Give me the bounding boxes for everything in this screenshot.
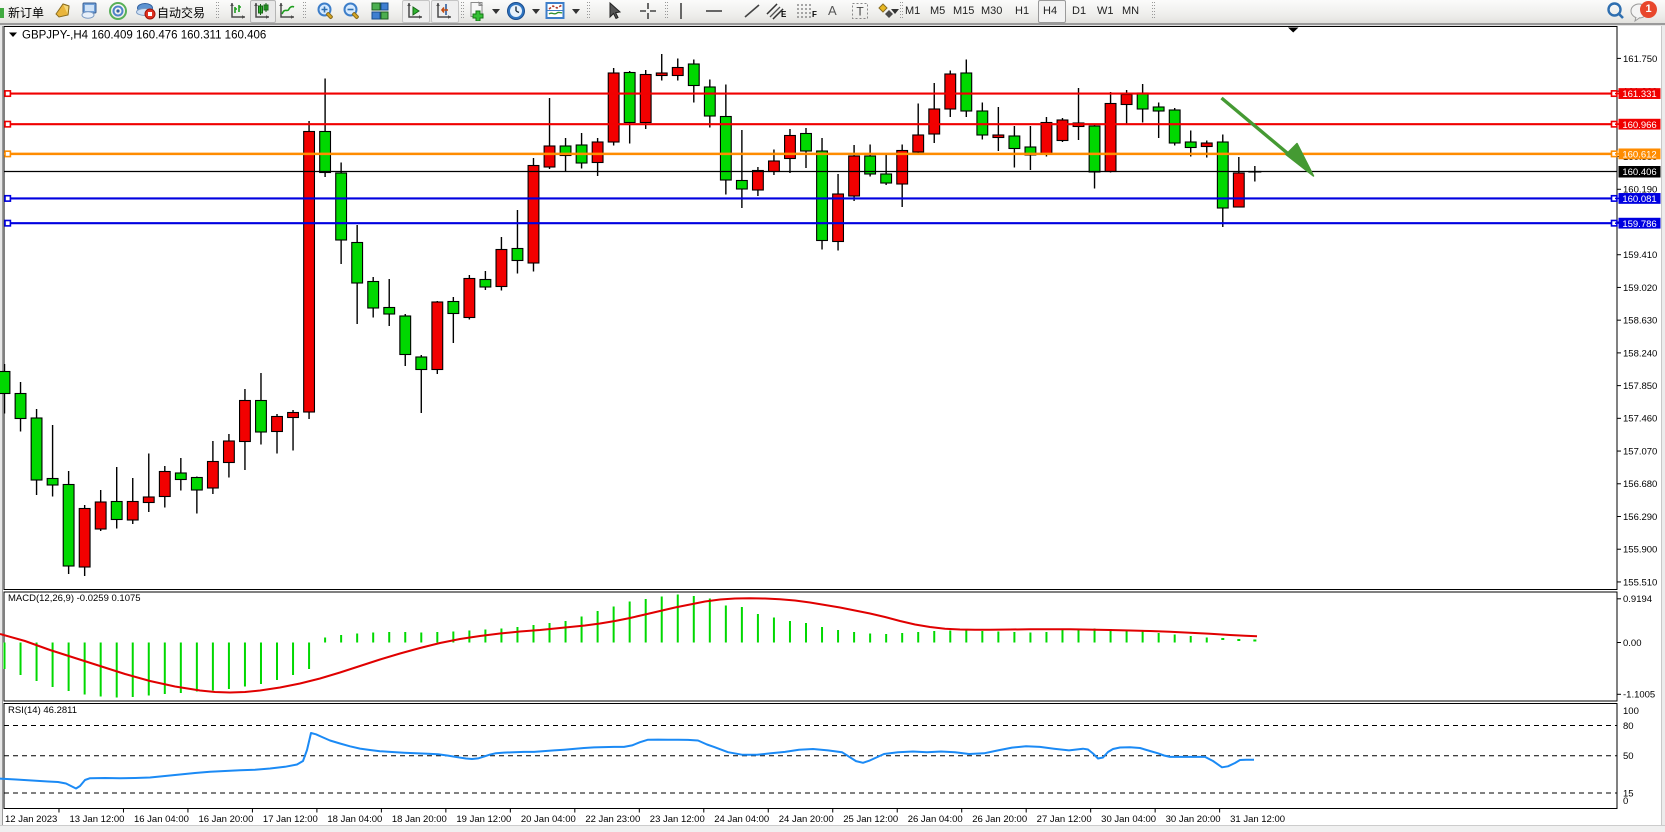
- svg-text:159.786: 159.786: [1622, 219, 1656, 230]
- svg-text:0.9194: 0.9194: [1623, 594, 1652, 605]
- svg-text:31 Jan 12:00: 31 Jan 12:00: [1230, 814, 1285, 825]
- svg-text:157.070: 157.070: [1623, 446, 1657, 457]
- svg-text:-1.1005: -1.1005: [1623, 690, 1655, 701]
- svg-text:158.240: 158.240: [1623, 348, 1657, 359]
- svg-text:16 Jan 20:00: 16 Jan 20:00: [198, 814, 253, 825]
- svg-text:18 Jan 04:00: 18 Jan 04:00: [327, 814, 382, 825]
- svg-text:20 Jan 04:00: 20 Jan 04:00: [521, 814, 576, 825]
- svg-text:160.966: 160.966: [1622, 120, 1656, 131]
- svg-text:156.680: 156.680: [1623, 479, 1657, 490]
- svg-text:160.190: 160.190: [1623, 185, 1657, 196]
- svg-text:156.290: 156.290: [1623, 512, 1657, 523]
- svg-text:159.410: 159.410: [1623, 250, 1657, 261]
- svg-text:18 Jan 20:00: 18 Jan 20:00: [392, 814, 447, 825]
- svg-text:30 Jan 20:00: 30 Jan 20:00: [1166, 814, 1221, 825]
- svg-text:80: 80: [1623, 721, 1634, 732]
- svg-text:26 Jan 20:00: 26 Jan 20:00: [972, 814, 1027, 825]
- svg-text:25 Jan 12:00: 25 Jan 12:00: [843, 814, 898, 825]
- svg-text:161.750: 161.750: [1623, 54, 1657, 65]
- svg-text:158.630: 158.630: [1623, 316, 1657, 327]
- svg-text:24 Jan 20:00: 24 Jan 20:00: [779, 814, 834, 825]
- svg-text:155.900: 155.900: [1623, 545, 1657, 556]
- svg-text:159.020: 159.020: [1623, 283, 1657, 294]
- svg-text:15: 15: [1623, 788, 1634, 799]
- svg-text:100: 100: [1623, 706, 1639, 717]
- svg-text:13 Jan 12:00: 13 Jan 12:00: [69, 814, 124, 825]
- svg-text:26 Jan 04:00: 26 Jan 04:00: [908, 814, 963, 825]
- svg-text:17 Jan 12:00: 17 Jan 12:00: [263, 814, 318, 825]
- svg-text:160.612: 160.612: [1622, 149, 1656, 160]
- svg-text:19 Jan 12:00: 19 Jan 12:00: [456, 814, 511, 825]
- svg-text:157.460: 157.460: [1623, 414, 1657, 425]
- svg-text:160.081: 160.081: [1622, 194, 1656, 205]
- svg-text:22 Jan 23:00: 22 Jan 23:00: [585, 814, 640, 825]
- svg-text:30 Jan 04:00: 30 Jan 04:00: [1101, 814, 1156, 825]
- svg-text:23 Jan 12:00: 23 Jan 12:00: [650, 814, 705, 825]
- svg-text:GBPJPY-,H4 160.409 160.476 16: GBPJPY-,H4 160.409 160.476 160.311 160.4…: [22, 30, 266, 42]
- svg-text:RSI(14) 46.2811: RSI(14) 46.2811: [8, 705, 77, 716]
- svg-text:MACD(12,26,9) -0.0259 0.1075: MACD(12,26,9) -0.0259 0.1075: [8, 593, 141, 604]
- svg-text:24 Jan 04:00: 24 Jan 04:00: [714, 814, 769, 825]
- svg-text:0: 0: [1623, 796, 1628, 807]
- svg-text:157.850: 157.850: [1623, 381, 1657, 392]
- svg-text:160.406: 160.406: [1622, 167, 1656, 178]
- svg-text:27 Jan 12:00: 27 Jan 12:00: [1037, 814, 1092, 825]
- svg-text:12 Jan 2023: 12 Jan 2023: [5, 814, 57, 825]
- svg-text:T: T: [856, 5, 864, 19]
- svg-text:50: 50: [1623, 751, 1634, 762]
- svg-text:16 Jan 04:00: 16 Jan 04:00: [134, 814, 189, 825]
- svg-text:161.331: 161.331: [1622, 89, 1656, 100]
- svg-text:0.00: 0.00: [1623, 638, 1642, 649]
- svg-text:155.510: 155.510: [1623, 577, 1657, 588]
